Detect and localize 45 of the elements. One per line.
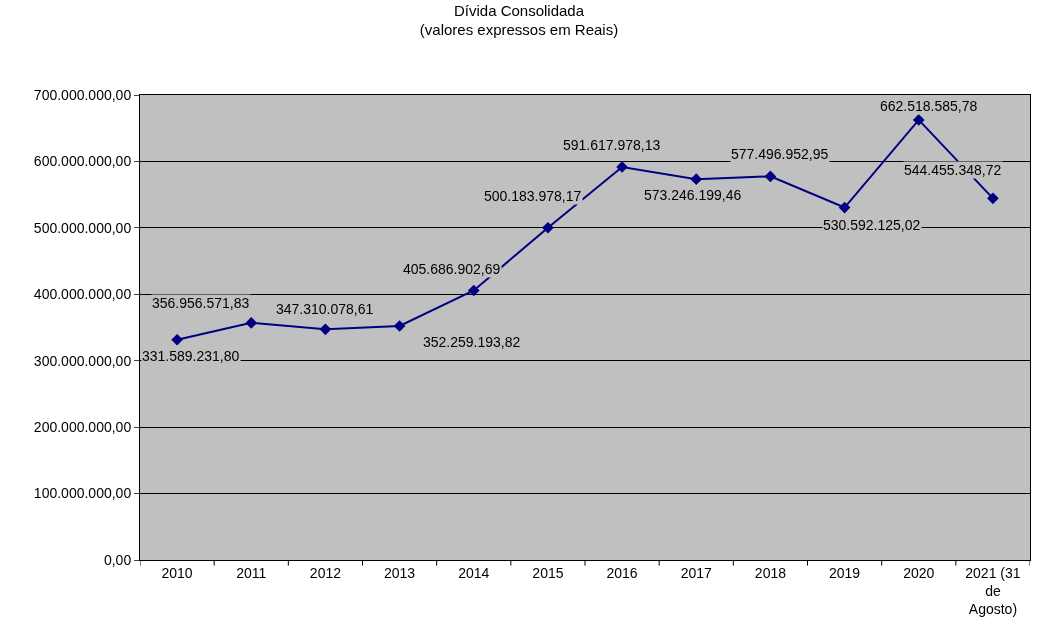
- data-label: 347.310.078,61: [276, 301, 374, 317]
- data-label: 573.246.199,46: [644, 187, 742, 203]
- x-tick-label: 2018: [754, 564, 787, 581]
- data-label: 530.592.125,02: [823, 217, 921, 233]
- y-tick-label: 700.000.000,00: [33, 86, 132, 103]
- point: [987, 192, 999, 205]
- point: [245, 317, 258, 329]
- point: [542, 221, 554, 234]
- data-label: 544.455.348,72: [904, 162, 1002, 178]
- data-label: 352.259.193,82: [423, 334, 521, 350]
- y-tick-label: 500.000.000,00: [33, 219, 132, 236]
- data-label: 356.956.571,83: [152, 295, 250, 311]
- x-tick-label: 2020: [903, 564, 935, 581]
- y-tick-label: 600.000.000,00: [33, 153, 132, 170]
- point: [171, 333, 183, 346]
- x-tick-label: 2011: [236, 564, 267, 581]
- x-tick-label: 2013: [384, 564, 416, 581]
- x-tick-label: 2021 (31 de Agosto): [965, 564, 1021, 618]
- x-tick-label: 2012: [309, 564, 342, 581]
- point: [690, 173, 703, 186]
- x-tick-label: 2019: [829, 564, 861, 581]
- chart-subtitle: (valores expressos em Reais): [419, 21, 619, 39]
- y-tick-label: 300.000.000,00: [33, 352, 132, 369]
- data-label: 577.496.952,95: [731, 146, 829, 162]
- y-tick-label: 0,00: [103, 551, 132, 568]
- y-tick-label: 100.000.000,00: [33, 485, 132, 502]
- data-label: 331.589.231,80: [142, 348, 240, 364]
- point: [467, 284, 480, 297]
- data-label: 405.686.902,69: [403, 261, 501, 277]
- x-tick-label: 2015: [532, 564, 564, 581]
- point: [912, 114, 925, 126]
- point: [319, 323, 332, 336]
- x-tick-label: 2016: [606, 564, 638, 581]
- point: [838, 201, 851, 214]
- x-tick-label: 2010: [161, 564, 193, 581]
- x-tick-label: 2014: [458, 564, 490, 581]
- chart-title: Dívida Consolidada: [453, 1, 585, 19]
- point: [393, 320, 406, 332]
- y-tick-label: 400.000.000,00: [33, 286, 132, 303]
- data-label: 662.518.585,78: [880, 98, 978, 114]
- y-tick-label: 200.000.000,00: [33, 419, 132, 436]
- x-tick-label: 2017: [680, 564, 713, 581]
- data-label: 500.183.978,17: [484, 188, 582, 204]
- point: [764, 170, 777, 183]
- data-label: 591.617.978,13: [563, 137, 661, 153]
